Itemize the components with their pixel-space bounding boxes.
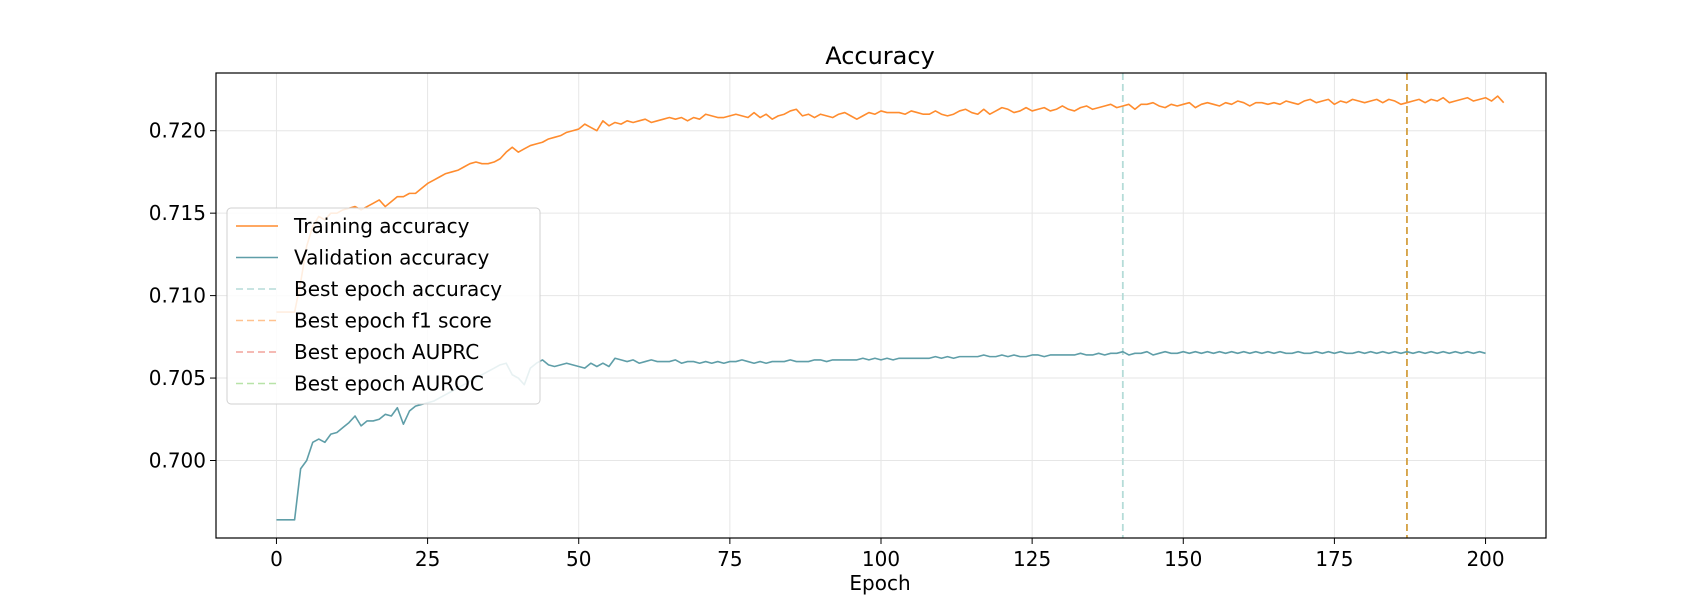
y-tick-label: 0.700 — [149, 449, 206, 473]
legend-label-best-epoch-f1-score: Best epoch f1 score — [294, 309, 492, 333]
legend-label-best-epoch-auroc: Best epoch AUROC — [294, 372, 484, 396]
chart-title: Accuracy — [825, 42, 935, 70]
x-tick-label: 100 — [862, 547, 900, 571]
legend: Training accuracy Validation accuracy Best… — [226, 207, 541, 405]
y-tick-label: 0.710 — [149, 284, 206, 308]
x-tick-label: 150 — [1164, 547, 1202, 571]
x-tick-label: 0 — [270, 547, 283, 571]
x-tick-label: 125 — [1013, 547, 1051, 571]
x-tick-label: 50 — [566, 547, 591, 571]
x-tick-label: 25 — [415, 547, 440, 571]
x-axis-ticks: 0 25 50 75 100 125 150 175 200 — [270, 538, 1505, 571]
legend-label-training-accuracy: Training accuracy — [293, 214, 470, 238]
y-tick-label: 0.720 — [149, 119, 206, 143]
legend-label-best-epoch-auprc: Best epoch AUPRC — [294, 340, 479, 364]
legend-label-validation-accuracy: Validation accuracy — [294, 246, 490, 270]
best-epoch-markers — [1121, 73, 1408, 538]
y-axis-ticks: 0.700 0.705 0.710 0.715 0.720 — [149, 119, 216, 473]
legend-box — [226, 207, 541, 405]
x-tick-label: 75 — [717, 547, 742, 571]
legend-label-best-epoch-accuracy: Best epoch accuracy — [294, 277, 502, 301]
x-tick-label: 175 — [1315, 547, 1353, 571]
x-axis-title: Epoch — [849, 571, 910, 595]
y-tick-label: 0.715 — [149, 201, 206, 225]
training-accuracy-line — [276, 95, 1505, 313]
y-tick-label: 0.705 — [149, 366, 206, 390]
x-tick-label: 200 — [1466, 547, 1504, 571]
